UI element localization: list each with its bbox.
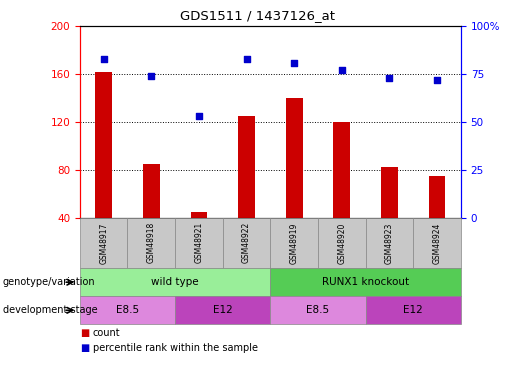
Text: ■: ■ xyxy=(80,328,89,338)
Text: E12: E12 xyxy=(213,305,233,315)
Bar xyxy=(318,217,366,268)
Bar xyxy=(128,217,175,268)
Text: GSM48920: GSM48920 xyxy=(337,222,346,264)
Bar xyxy=(429,176,445,217)
Bar xyxy=(366,296,461,324)
Point xyxy=(243,56,251,62)
Text: E8.5: E8.5 xyxy=(116,305,139,315)
Point xyxy=(99,56,108,62)
Point xyxy=(147,73,156,79)
Text: GSM48918: GSM48918 xyxy=(147,222,156,263)
Bar xyxy=(143,164,160,218)
Text: GSM48923: GSM48923 xyxy=(385,222,394,264)
Point xyxy=(433,77,441,83)
Bar xyxy=(175,296,270,324)
Text: GSM48924: GSM48924 xyxy=(433,222,441,264)
Text: development stage: development stage xyxy=(3,305,97,315)
Text: E12: E12 xyxy=(403,305,423,315)
Text: ■: ■ xyxy=(80,343,89,352)
Bar xyxy=(95,72,112,217)
Bar xyxy=(80,296,175,324)
Point xyxy=(385,75,393,81)
Text: GSM48922: GSM48922 xyxy=(242,222,251,263)
Text: wild type: wild type xyxy=(151,277,199,287)
Text: percentile rank within the sample: percentile rank within the sample xyxy=(93,343,258,352)
Bar xyxy=(191,211,207,217)
Text: GDS1511 / 1437126_at: GDS1511 / 1437126_at xyxy=(180,9,335,22)
Bar xyxy=(413,217,461,268)
Bar xyxy=(366,217,413,268)
Bar xyxy=(270,217,318,268)
Point xyxy=(195,113,203,119)
Bar xyxy=(270,296,366,324)
Bar xyxy=(270,268,461,296)
Text: GSM48921: GSM48921 xyxy=(195,222,203,263)
Point xyxy=(290,60,298,66)
Text: count: count xyxy=(93,328,121,338)
Bar xyxy=(286,98,302,218)
Point xyxy=(338,67,346,73)
Text: E8.5: E8.5 xyxy=(306,305,330,315)
Bar xyxy=(80,268,270,296)
Bar xyxy=(381,167,398,217)
Text: GSM48919: GSM48919 xyxy=(290,222,299,264)
Bar xyxy=(334,122,350,218)
Bar xyxy=(238,116,255,218)
Text: RUNX1 knockout: RUNX1 knockout xyxy=(322,277,409,287)
Text: GSM48917: GSM48917 xyxy=(99,222,108,264)
Text: genotype/variation: genotype/variation xyxy=(3,277,95,287)
Bar xyxy=(80,217,128,268)
Bar xyxy=(222,217,270,268)
Bar xyxy=(175,217,222,268)
